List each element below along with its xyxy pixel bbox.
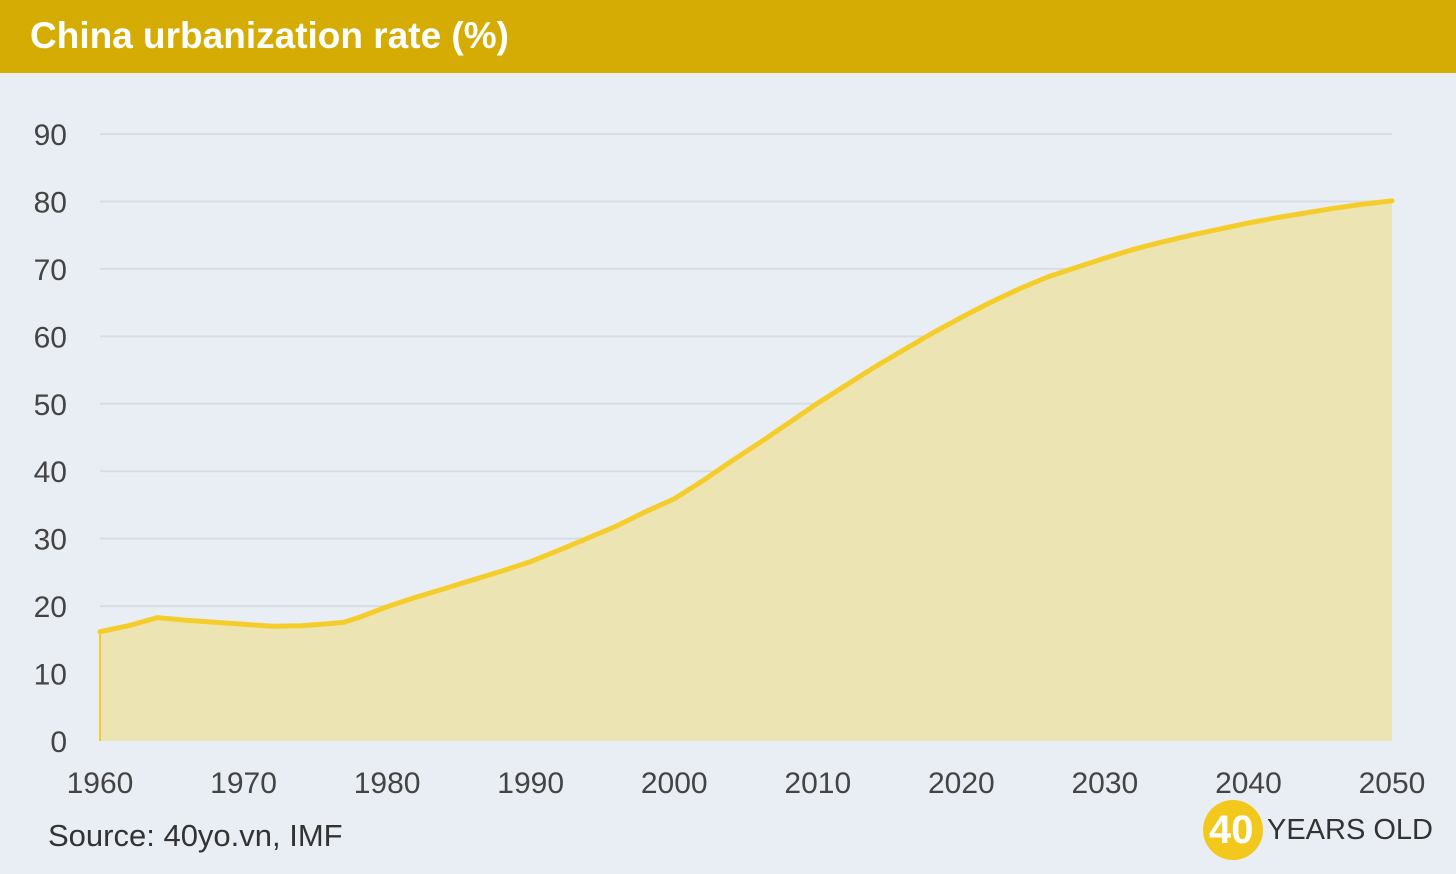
x-tick-label-1990: 1990 <box>497 767 564 800</box>
data-point-2010 <box>815 401 820 406</box>
data-point-2048 <box>1361 202 1366 207</box>
data-point-2014 <box>873 364 878 369</box>
data-point-2036 <box>1189 233 1194 238</box>
data-point-1984 <box>442 586 447 591</box>
title-bar: China urbanization rate (%) <box>0 0 1456 73</box>
y-tick-label-70: 70 <box>34 254 67 287</box>
brand-text: YEARS OLD <box>1267 814 1433 846</box>
x-tick-label-2010: 2010 <box>784 767 851 800</box>
source-note: Source: 40yo.vn, IMF <box>48 818 343 853</box>
series-area-fill <box>100 200 1392 742</box>
data-point-1988 <box>500 569 505 574</box>
data-point-2042 <box>1275 215 1280 220</box>
y-tick-label-40: 40 <box>34 456 67 489</box>
x-axis: 1960 1970 1980 1990 2000 2010 2020 2030 2040 2050 <box>67 767 1426 800</box>
data-point-2020 <box>959 315 964 320</box>
x-tick-label-2040: 2040 <box>1215 767 1282 800</box>
area-layer <box>97 198 1395 742</box>
y-tick-label-90: 90 <box>34 119 67 152</box>
data-point-1964 <box>155 615 160 620</box>
data-point-1968 <box>212 620 217 625</box>
series-line <box>97 198 1395 635</box>
data-point-1982 <box>413 595 418 600</box>
y-tick-label-30: 30 <box>34 524 67 557</box>
chart-title: China urbanization rate (%) <box>30 15 509 56</box>
data-point-1992 <box>557 548 562 553</box>
brand-logo: 40 YEARS OLD <box>1203 800 1443 860</box>
y-tick-label-50: 50 <box>34 389 67 422</box>
y-tick-label-0: 0 <box>50 726 67 759</box>
data-point-2024 <box>1016 287 1021 292</box>
data-point-1994 <box>586 536 591 541</box>
data-point-2004 <box>729 459 734 464</box>
data-point-2016 <box>901 347 906 352</box>
data-point-2018 <box>930 331 935 336</box>
x-tick-label-2050: 2050 <box>1359 767 1426 800</box>
y-axis: 0 10 20 30 40 50 60 70 80 90 <box>34 119 67 759</box>
y-tick-label-20: 20 <box>34 591 67 624</box>
data-point-1974 <box>299 623 304 628</box>
data-point-1966 <box>184 618 189 623</box>
data-point-1978 <box>356 615 361 620</box>
data-point-2046 <box>1332 206 1337 211</box>
data-point-1990 <box>528 559 533 564</box>
data-point-2006 <box>758 440 763 445</box>
data-point-1970 <box>241 622 246 627</box>
data-point-1998 <box>643 509 648 514</box>
data-point-2008 <box>787 420 792 425</box>
x-tick-label-1970: 1970 <box>210 767 277 800</box>
data-point-2034 <box>1160 239 1165 244</box>
data-point-2022 <box>988 300 993 305</box>
x-tick-label-2020: 2020 <box>928 767 995 800</box>
data-point-2028 <box>1074 265 1079 270</box>
x-tick-label-1980: 1980 <box>354 767 421 800</box>
data-point-2026 <box>1045 275 1050 280</box>
data-point-2040 <box>1246 221 1251 226</box>
x-tick-label-2030: 2030 <box>1072 767 1139 800</box>
data-point-2050 <box>1390 198 1395 203</box>
data-point-2038 <box>1217 227 1222 232</box>
data-point-1980 <box>385 604 390 609</box>
data-point-1986 <box>471 577 476 582</box>
brand-circle-icon <box>1203 800 1263 860</box>
data-point-1976 <box>327 621 332 626</box>
data-point-2000 <box>672 496 677 501</box>
data-point-1977 <box>342 620 347 625</box>
data-point-1962 <box>126 623 131 628</box>
x-tick-label-1960: 1960 <box>67 767 134 800</box>
brand-number: 40 <box>1209 808 1254 852</box>
data-point-2032 <box>1131 247 1136 252</box>
data-point-2044 <box>1303 210 1308 215</box>
data-point-2012 <box>844 382 849 387</box>
data-point-2030 <box>1102 256 1107 261</box>
data-point-1996 <box>614 523 619 528</box>
x-tick-label-2000: 2000 <box>641 767 708 800</box>
y-tick-label-10: 10 <box>34 659 67 692</box>
data-point-1972 <box>270 624 275 629</box>
y-tick-label-60: 60 <box>34 321 67 354</box>
y-tick-label-80: 80 <box>34 186 67 219</box>
data-point-2002 <box>700 478 705 483</box>
